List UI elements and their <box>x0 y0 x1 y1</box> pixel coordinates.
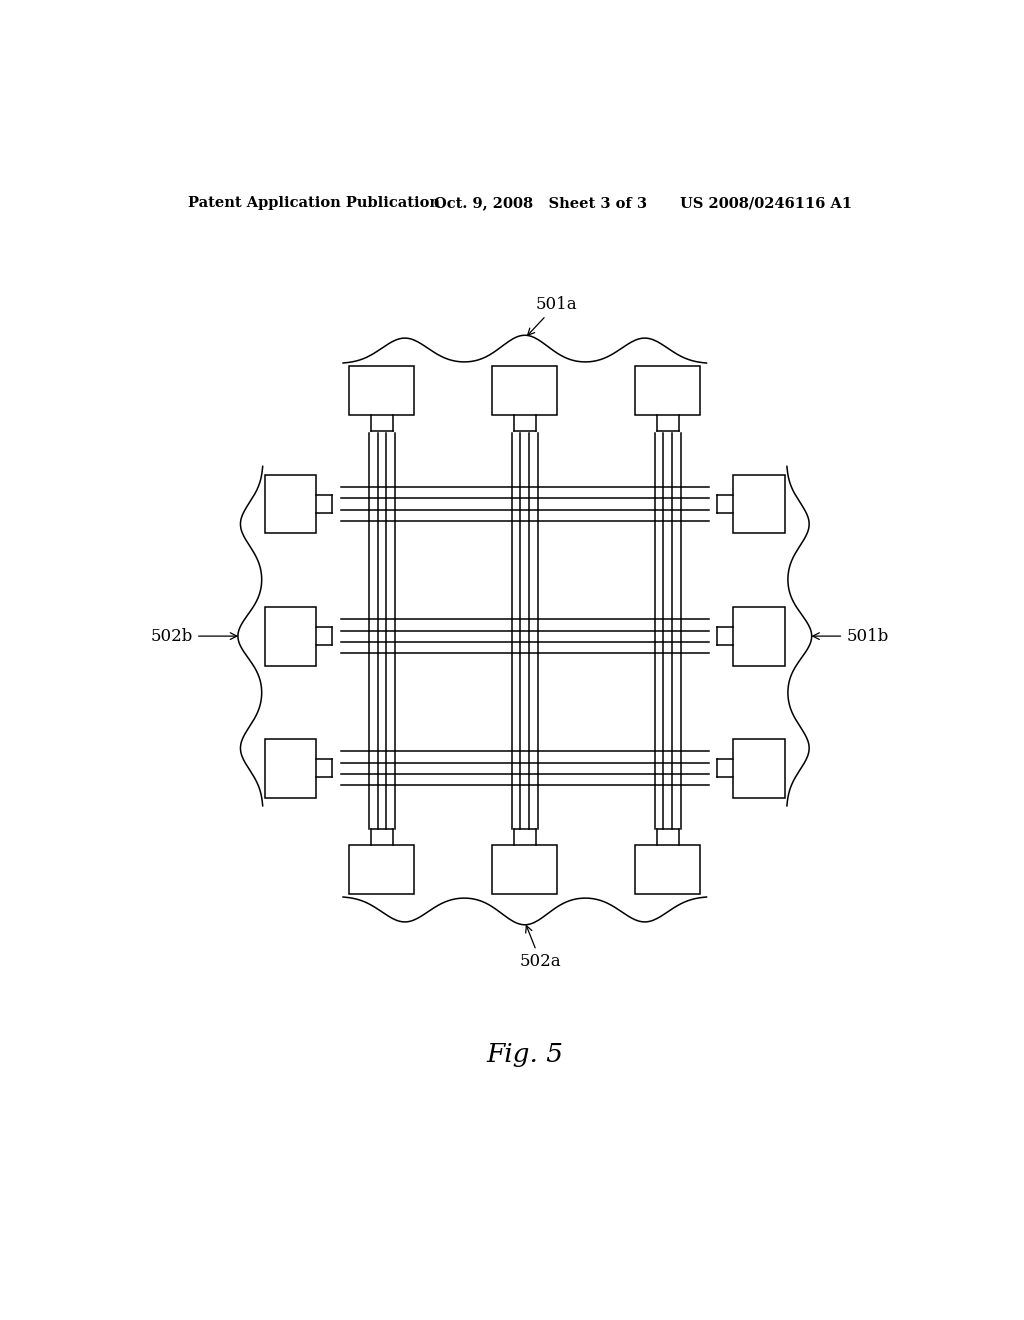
Text: 502b: 502b <box>151 627 237 644</box>
Bar <box>493 366 557 414</box>
Bar <box>349 846 415 894</box>
Bar <box>265 739 316 797</box>
Text: 501a: 501a <box>527 296 578 335</box>
Text: 501b: 501b <box>813 627 889 644</box>
Bar <box>635 366 700 414</box>
Bar <box>635 846 700 894</box>
Bar <box>733 739 784 797</box>
Bar <box>265 474 316 533</box>
Bar <box>493 846 557 894</box>
Text: Fig. 5: Fig. 5 <box>486 1043 563 1068</box>
Text: Oct. 9, 2008   Sheet 3 of 3: Oct. 9, 2008 Sheet 3 of 3 <box>433 197 646 210</box>
Bar <box>733 474 784 533</box>
Text: 502a: 502a <box>520 925 561 970</box>
Bar <box>265 607 316 665</box>
Bar <box>349 366 415 414</box>
Text: Patent Application Publication: Patent Application Publication <box>187 197 439 210</box>
Text: US 2008/0246116 A1: US 2008/0246116 A1 <box>680 197 852 210</box>
Bar <box>733 607 784 665</box>
